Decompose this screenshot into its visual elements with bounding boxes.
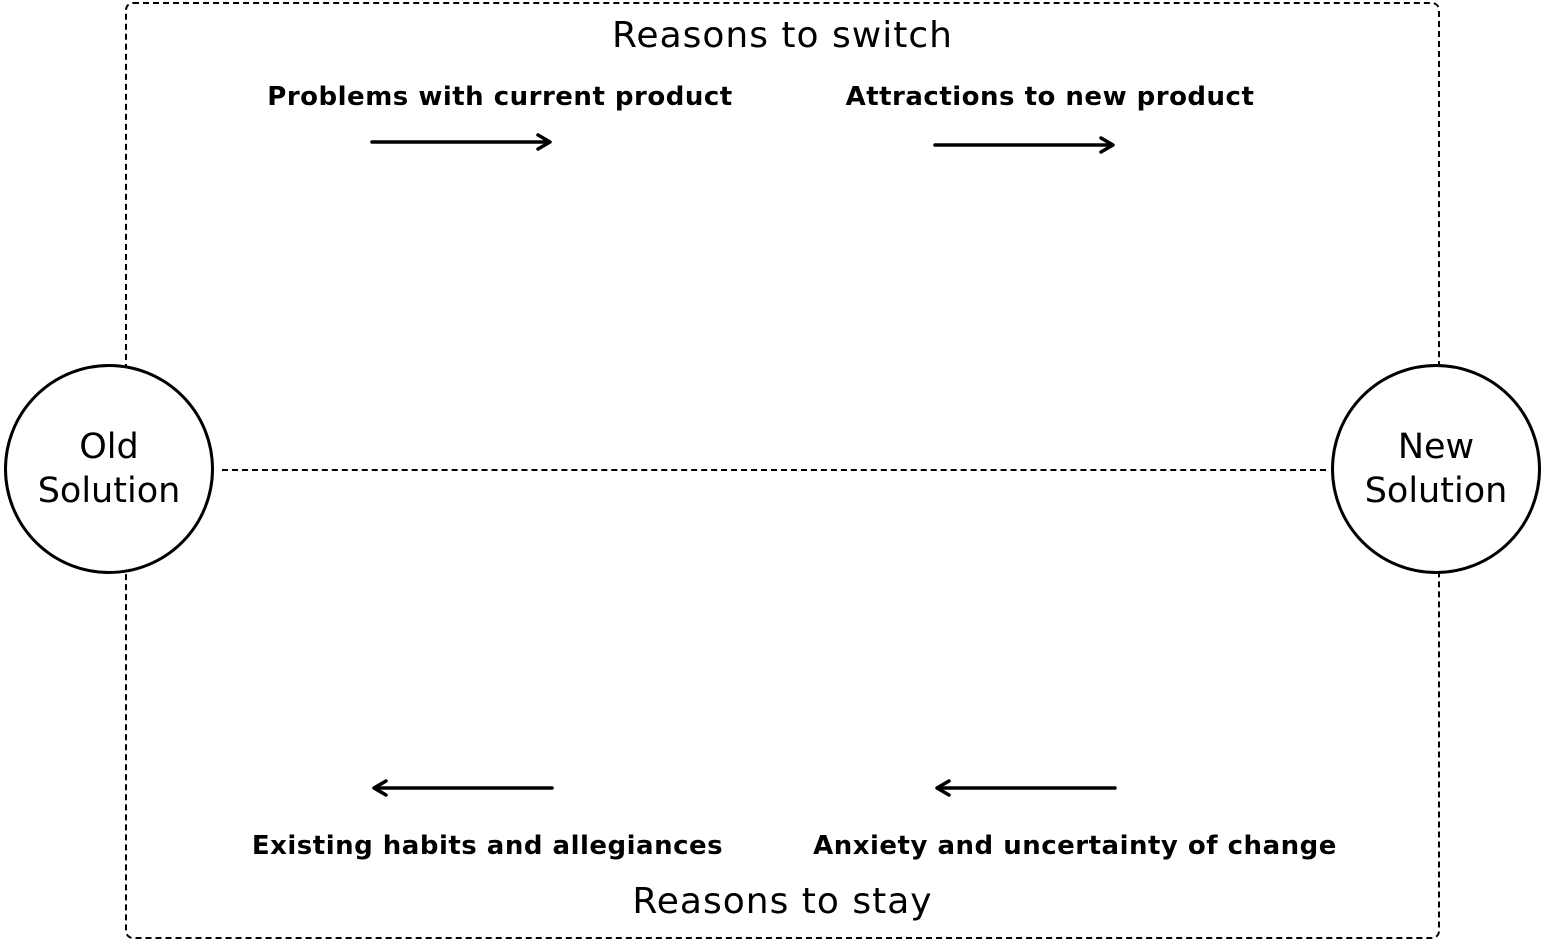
left-arrow-icon bbox=[935, 779, 1117, 797]
attractions-label: Attractions to new product bbox=[845, 82, 1255, 112]
habits-label: Existing habits and allegiances bbox=[251, 831, 724, 861]
left-arrow-icon bbox=[372, 779, 554, 797]
new-solution-node: New Solution bbox=[1331, 364, 1541, 574]
reasons-to-switch-title: Reasons to switch bbox=[612, 15, 953, 56]
right-arrow-icon bbox=[933, 136, 1115, 154]
old-solution-line2: Solution bbox=[37, 471, 181, 511]
new-solution-line2: Solution bbox=[1364, 471, 1508, 511]
new-solution-line1: New bbox=[1397, 427, 1475, 467]
old-solution-node: Old Solution bbox=[4, 364, 214, 574]
right-arrow-icon bbox=[370, 133, 552, 151]
old-solution-line1: Old bbox=[79, 427, 139, 467]
anxiety-label: Anxiety and uncertainty of change bbox=[813, 831, 1337, 861]
divider-line bbox=[222, 469, 1326, 471]
problems-label: Problems with current product bbox=[267, 82, 733, 112]
reasons-to-stay-title: Reasons to stay bbox=[632, 881, 933, 922]
